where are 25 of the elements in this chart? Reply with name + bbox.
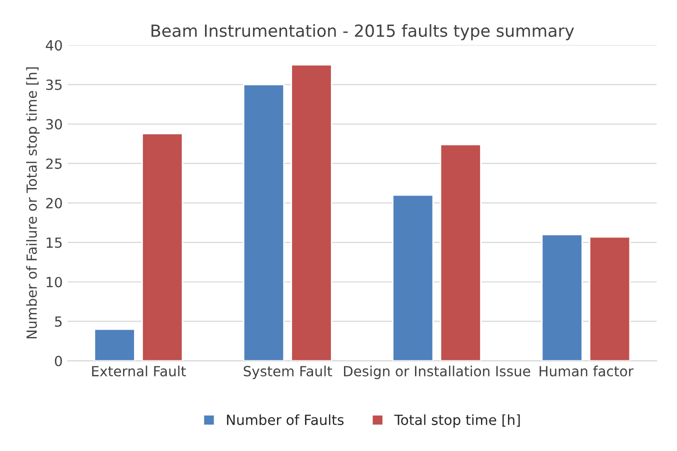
- x-tick-label: Design or Installation Issue: [344, 366, 530, 380]
- bar: [94, 328, 136, 361]
- x-tick-label: System Fault: [244, 366, 332, 380]
- bar: [242, 84, 285, 361]
- bar: [440, 144, 482, 361]
- legend-label: Total stop time [h]: [394, 414, 520, 428]
- y-tick-label: 35: [46, 80, 62, 90]
- legend-label: Number of Faults: [227, 414, 344, 426]
- bar: [541, 234, 583, 361]
- y-tick-label: 25: [46, 158, 62, 169]
- bar: [142, 132, 184, 361]
- chart-title: Beam Instrumentation - 2015 faults type summary: [152, 24, 574, 40]
- y-tick-label: 10: [46, 276, 62, 288]
- y-axis-title: Number of Failure or Total stop time [h]: [26, 67, 40, 338]
- y-tick-label: 30: [46, 118, 62, 130]
- x-tick-label: Human factor: [540, 366, 634, 376]
- y-tick-label: 20: [46, 198, 62, 208]
- y-tick-label: 0: [54, 356, 62, 366]
- y-tick-label: 15: [46, 238, 62, 248]
- y-tick-label: 40: [46, 40, 62, 51]
- bar: [588, 236, 631, 361]
- bar: [392, 194, 434, 361]
- x-tick-label: External Fault: [92, 366, 186, 376]
- y-tick-label: 5: [55, 316, 62, 327]
- bar: [290, 64, 332, 361]
